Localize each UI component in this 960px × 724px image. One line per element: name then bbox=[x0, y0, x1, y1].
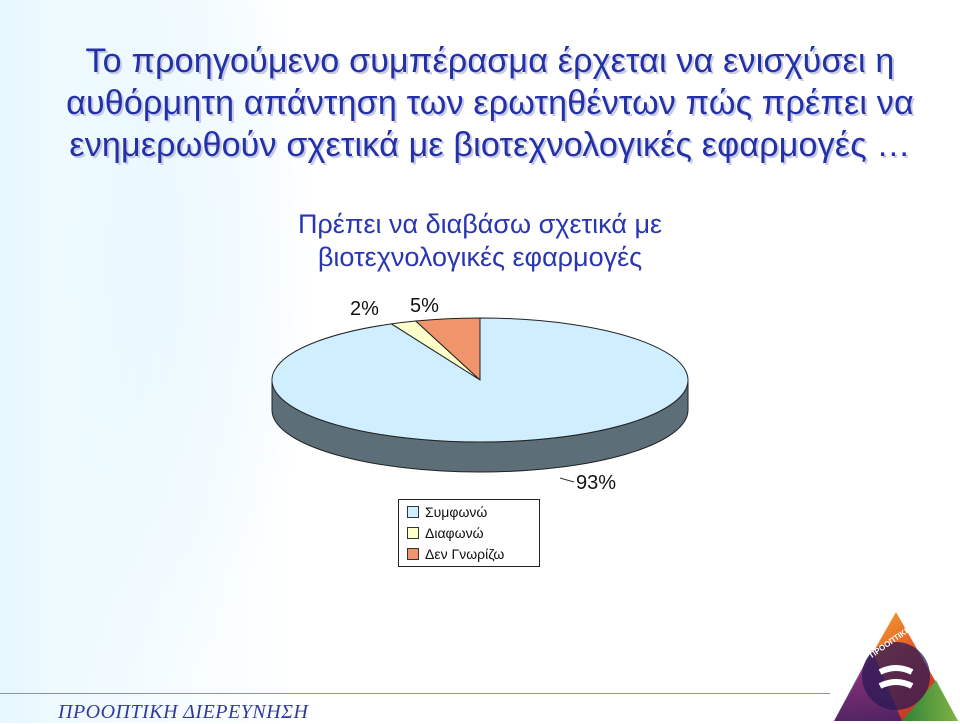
chart-title: Πρέπει να διαβάσω σχετικά με βιοτεχνολογ… bbox=[297, 209, 663, 272]
chart-legend: Συμφωνώ Διαφωνώ Δεν Γνωρίζω bbox=[398, 499, 540, 567]
slide-title: Το προηγούμενο συμπέρασμα έρχεται να ενι… bbox=[66, 42, 914, 164]
legend-swatch-agree bbox=[407, 506, 419, 518]
legend-label-dont-know: Δεν Γνωρίζω bbox=[425, 546, 505, 562]
legend-swatch-dont-know bbox=[407, 548, 419, 560]
footer-text: ΠΡΟΟΠΤΙΚΗ ΔΙΕΡΕΥΝΗΣΗ bbox=[58, 701, 309, 723]
footer-divider bbox=[0, 693, 830, 694]
legend-swatch-disagree bbox=[407, 527, 419, 539]
legend-label-agree: Συμφωνώ bbox=[425, 504, 488, 520]
company-logo: ΠΡΟΟΠΤΙΚΗ bbox=[834, 612, 958, 721]
data-label-agree: 93% bbox=[576, 472, 617, 494]
slice-agree bbox=[271, 317, 689, 443]
data-label-disagree: 2% bbox=[350, 298, 379, 320]
leader-line-agree bbox=[559, 477, 575, 483]
data-label-dont-know: 5% bbox=[410, 295, 439, 317]
legend-label-disagree: Διαφωνώ bbox=[425, 525, 484, 541]
